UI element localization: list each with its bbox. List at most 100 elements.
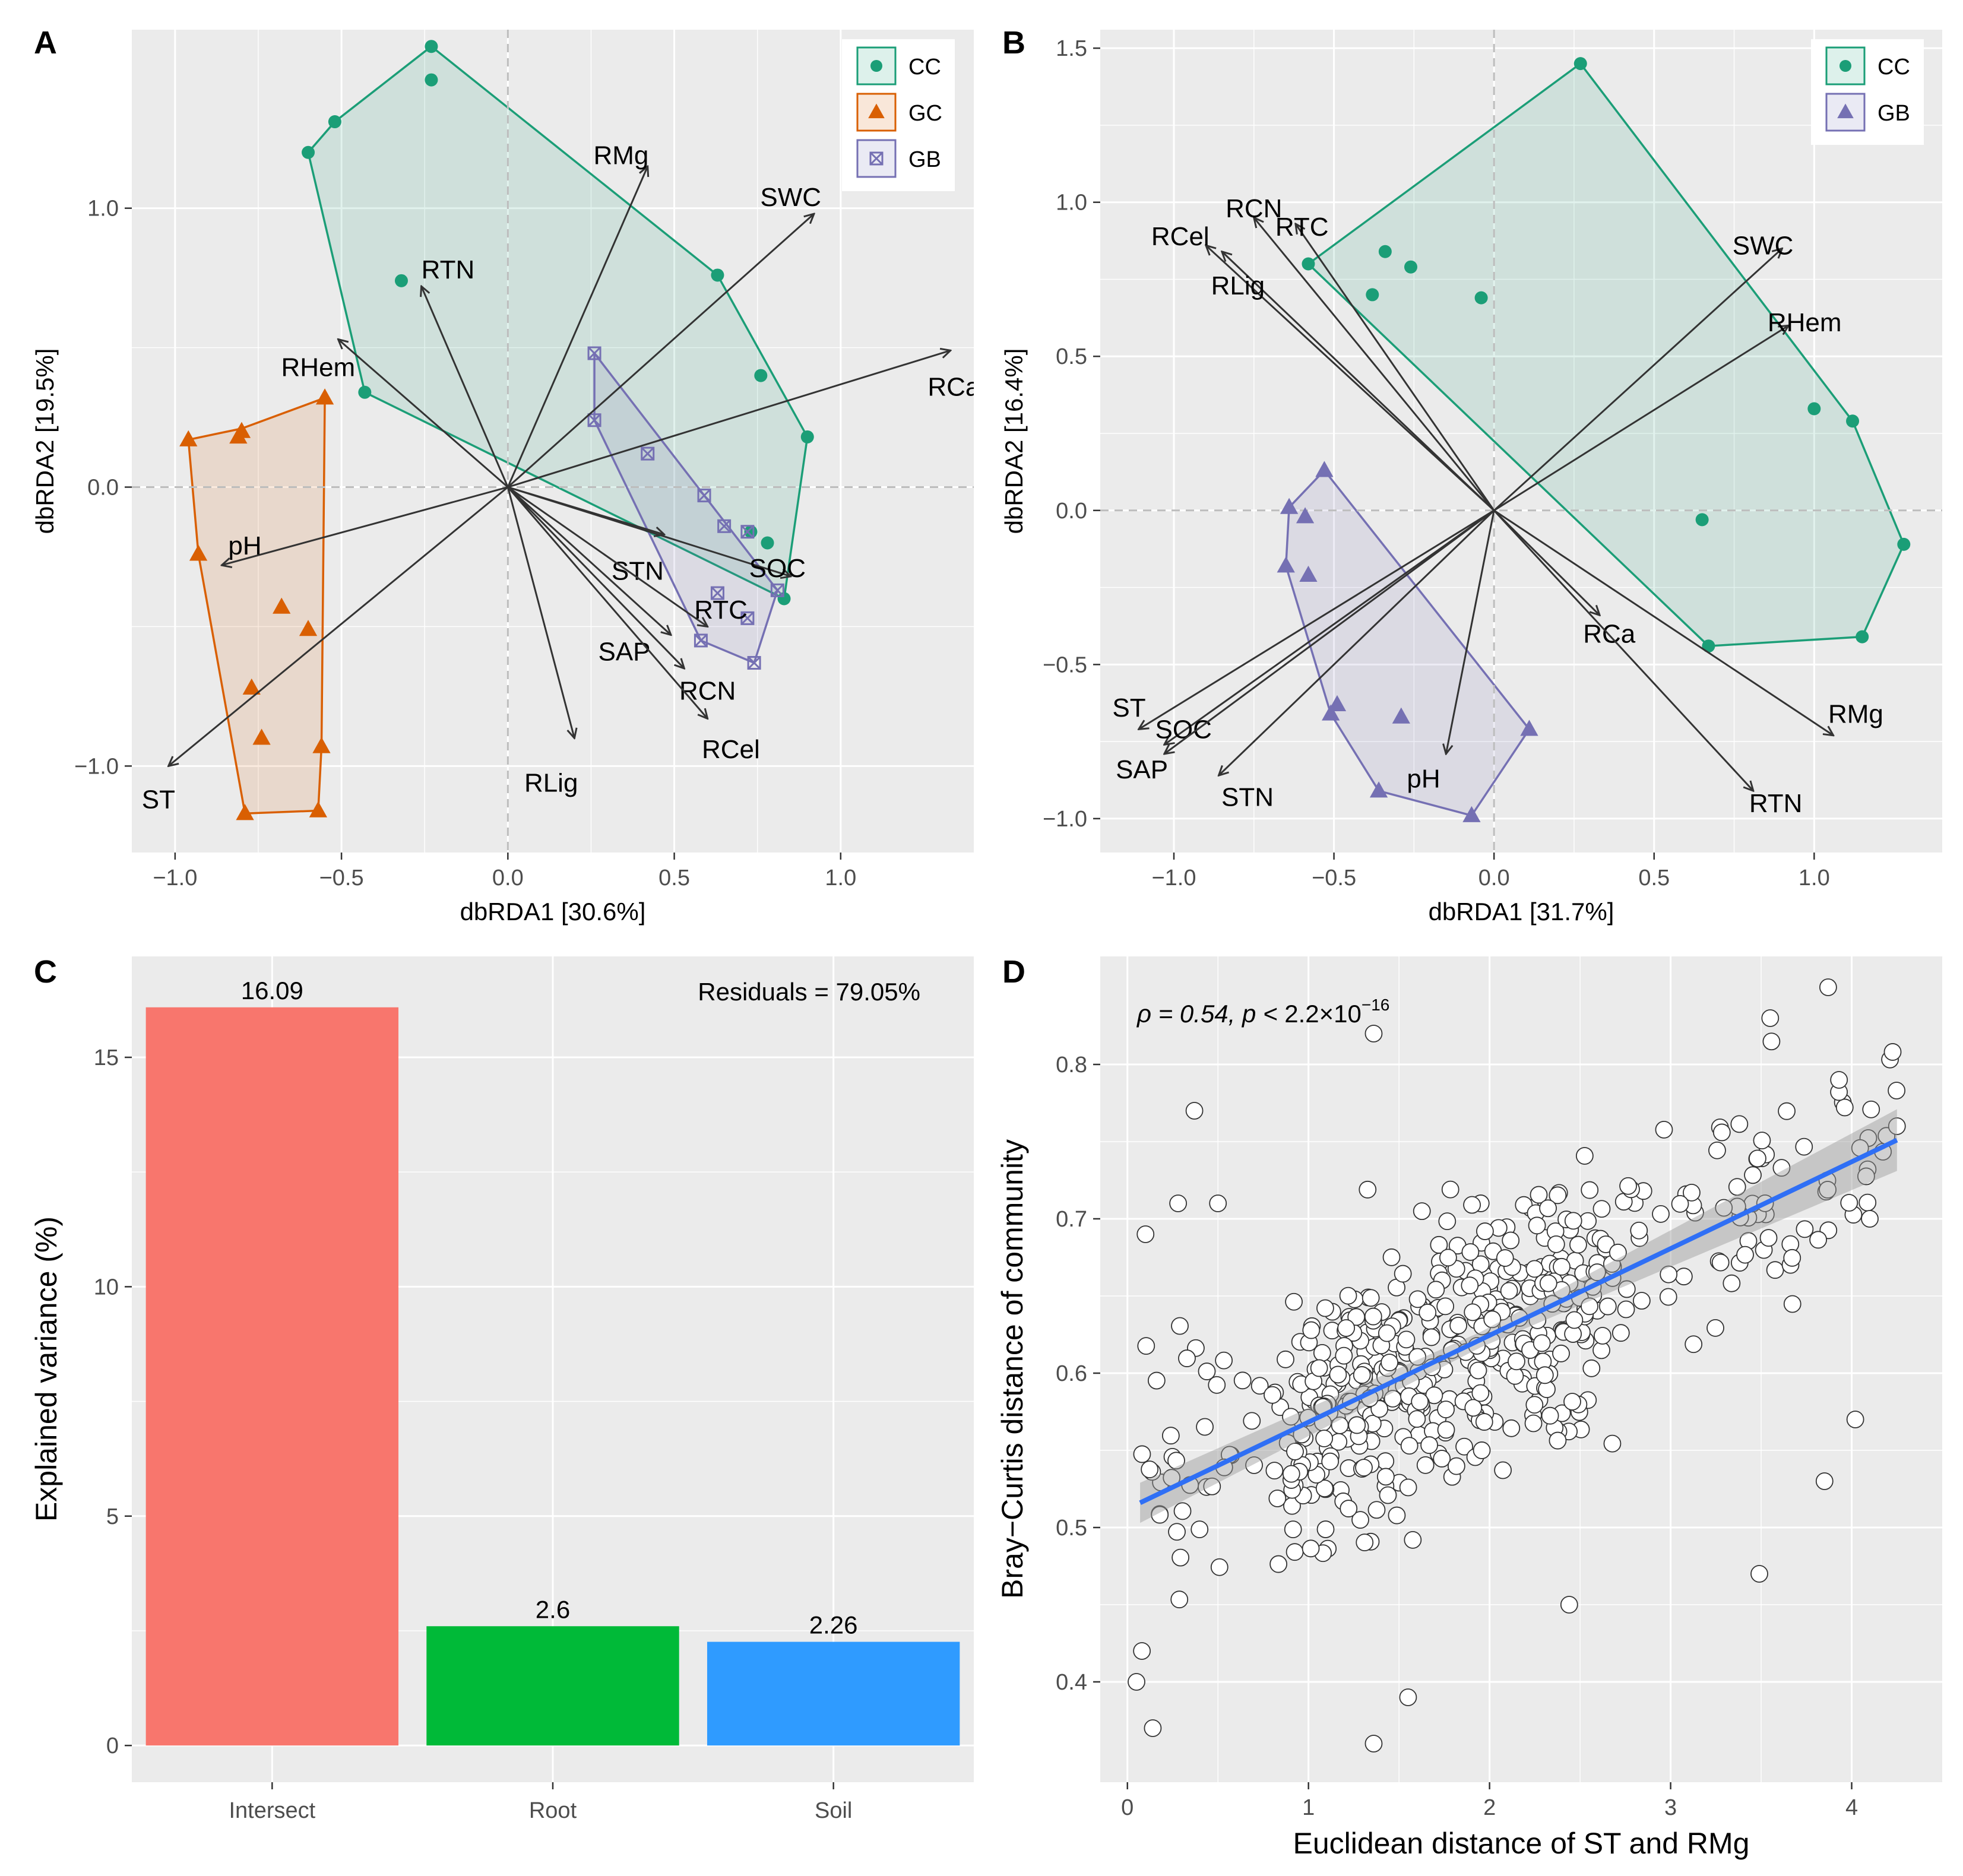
data-point	[1533, 1334, 1551, 1352]
x-tick-label: 1.0	[825, 866, 856, 891]
data-point	[1185, 1102, 1204, 1120]
data-point	[1433, 1450, 1451, 1468]
vector-arrow-sap	[1164, 509, 1495, 754]
y-tick-label: 0.0	[87, 476, 119, 500]
point-gb-x2	[748, 656, 761, 670]
data-point	[1408, 1290, 1427, 1308]
vector-arrow-rhem	[338, 340, 509, 488]
vector-label-rcel: RCel	[1151, 222, 1210, 251]
panel-d-stat-annotation: ρ = 0.54, p < 2.2×10−16	[1136, 996, 1389, 1028]
data-point	[1364, 1735, 1383, 1753]
data-point	[1133, 1445, 1151, 1463]
vector-arrow-rcn	[1254, 218, 1495, 511]
y-tick-label: 0.0	[1056, 499, 1087, 524]
data-point	[1674, 1267, 1693, 1286]
point-cc	[711, 268, 724, 282]
data-point	[1708, 1141, 1726, 1159]
vector-arrow-rtn	[422, 286, 509, 488]
data-point	[1597, 1235, 1615, 1253]
panel-d-letter: D	[1002, 954, 1025, 990]
point-gb-x2	[694, 633, 708, 647]
data-point	[1581, 1297, 1598, 1316]
data-point	[1250, 1377, 1269, 1395]
data-point	[1564, 1212, 1582, 1230]
panel-a-xlabel: dbRDA1 [30.6%]	[460, 898, 646, 926]
point-gb	[1315, 461, 1334, 477]
point-gb	[587, 346, 601, 360]
data-point	[1420, 1436, 1438, 1454]
data-point	[1282, 1408, 1300, 1426]
data-point	[1173, 1502, 1192, 1520]
data-point	[1170, 1590, 1189, 1609]
vector-label-rtn: RTN	[1749, 789, 1803, 818]
data-point	[1400, 1437, 1419, 1455]
data-point	[1315, 1479, 1334, 1498]
data-point	[1476, 1222, 1494, 1240]
data-point	[1655, 1120, 1673, 1139]
vector-label-stn: STN	[612, 556, 664, 585]
point-gb	[587, 413, 601, 427]
vector-label-rmg: RMg	[593, 141, 648, 170]
panel-b-legend: CC GB	[1811, 39, 1924, 145]
data-point	[1560, 1596, 1578, 1614]
vector-label-sap: SAP	[598, 638, 650, 667]
data-point	[1819, 1181, 1837, 1199]
x-tick-label: 0.0	[1478, 866, 1510, 891]
point-gb	[747, 656, 761, 670]
vector-label-rtc: RTC	[694, 595, 748, 625]
data-point	[1284, 1520, 1302, 1539]
data-point	[1198, 1362, 1216, 1380]
data-point	[1269, 1555, 1288, 1573]
vector-arrow-stn	[1218, 509, 1495, 775]
panel-a-points	[179, 40, 814, 820]
vector-label-rtn: RTN	[422, 255, 475, 284]
point-cc	[1695, 513, 1709, 527]
point-gb-box	[740, 611, 755, 625]
data-point	[1364, 1025, 1383, 1042]
data-point	[1749, 1149, 1766, 1168]
hull-cc	[307, 45, 809, 600]
legend-key-gb-marker	[1837, 103, 1854, 119]
data-point	[1712, 1123, 1731, 1142]
data-point	[1730, 1115, 1749, 1133]
x-tick-label: 2	[1483, 1795, 1496, 1820]
data-point	[1359, 1180, 1377, 1199]
panel-c-letter: C	[34, 954, 57, 990]
data-point	[1524, 1414, 1543, 1433]
data-point	[1399, 1688, 1417, 1706]
x-tick-label: 1	[1302, 1795, 1315, 1820]
panel-c-axes: Intersect Root Soil 0 5 10 15	[94, 1045, 853, 1823]
data-point	[1619, 1177, 1637, 1195]
data-point	[1569, 1235, 1587, 1254]
point-gb	[1322, 704, 1340, 721]
y-tick-label: 10	[94, 1275, 119, 1300]
data-point	[1494, 1461, 1512, 1479]
data-point	[1422, 1328, 1440, 1346]
point-gb	[1299, 565, 1318, 582]
legend-label-gb: GB	[908, 147, 941, 172]
vector-arrow-rca	[507, 350, 950, 488]
x-tick-label: −0.5	[1312, 866, 1356, 891]
vector-arrow-rhem	[1493, 325, 1788, 512]
point-cc	[358, 385, 372, 399]
data-point	[1430, 1235, 1448, 1254]
data-point	[1243, 1412, 1261, 1430]
data-point	[1427, 1281, 1445, 1299]
point-cc	[1378, 245, 1392, 258]
point-cc	[1404, 260, 1417, 274]
point-cc	[1474, 291, 1488, 305]
data-point	[1659, 1288, 1677, 1306]
panel-d-fit	[1139, 1109, 1898, 1523]
x-category-label-soil: Soil	[815, 1798, 852, 1823]
data-point	[1508, 1352, 1525, 1371]
point-gb-box	[710, 586, 724, 600]
stat-exponent: −16	[1362, 996, 1390, 1014]
point-cc	[800, 430, 814, 443]
panel-d-xlabel: Euclidean distance of ST and RMg	[1293, 1827, 1750, 1860]
legend-key-cc-marker	[1839, 60, 1851, 72]
data-point	[1351, 1511, 1369, 1529]
point-gb-x2	[740, 525, 754, 538]
point-cc	[1846, 414, 1860, 428]
x-tick-label: 0.0	[492, 866, 524, 891]
